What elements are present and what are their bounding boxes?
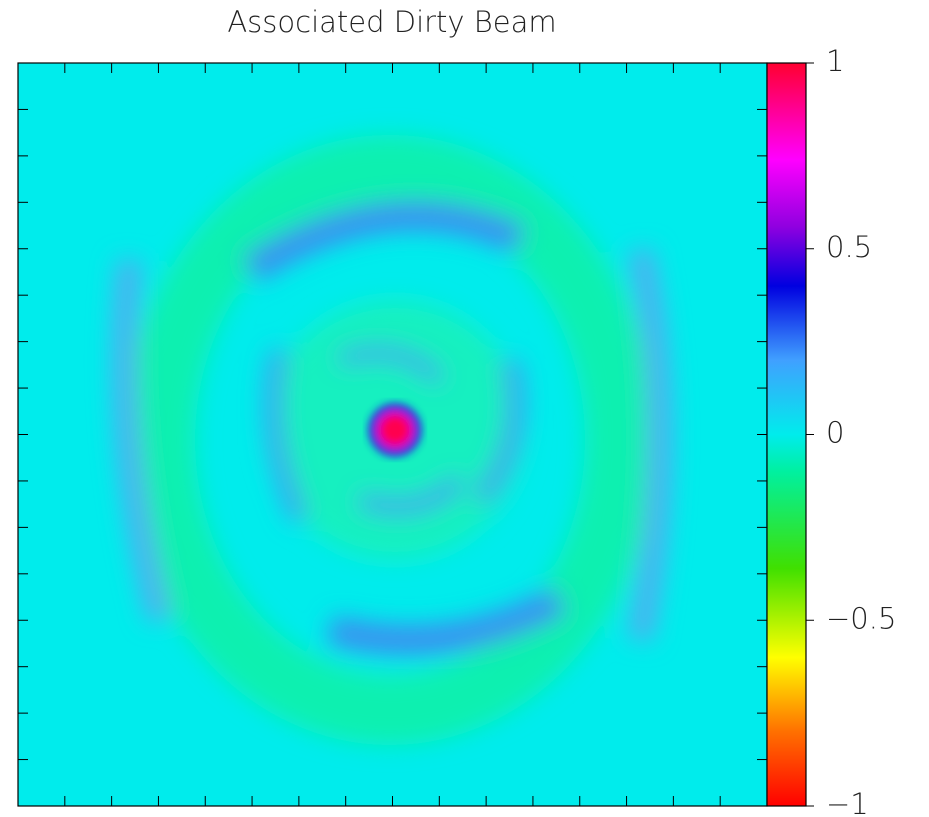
frame-ticks [18, 63, 767, 806]
colorbar-tick-label: 1 [826, 44, 844, 78]
colorbar-tick-label: −1 [826, 787, 869, 817]
beam-image [18, 63, 767, 806]
colorbar [766, 62, 807, 807]
colorbar-tick-label: −0.5 [826, 601, 896, 635]
colorbar-tick-label: 0 [826, 416, 844, 450]
colorbar-tick-label: 0.5 [826, 230, 872, 264]
chart-title: Associated Dirty Beam [227, 5, 556, 39]
